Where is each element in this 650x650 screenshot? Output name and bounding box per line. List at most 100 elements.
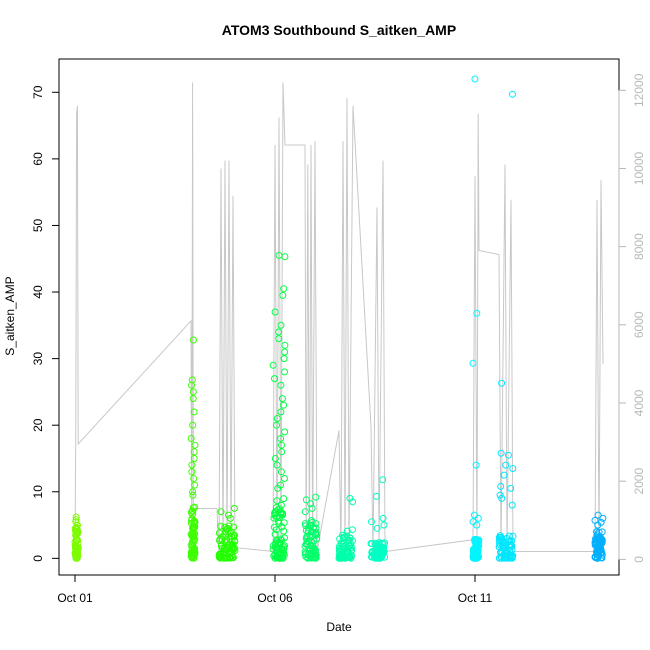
data-point [496, 532, 504, 540]
data-point [189, 507, 197, 515]
data-point [221, 546, 229, 554]
data-point [72, 518, 80, 526]
data-point [271, 551, 279, 559]
scatter-series-6 [367, 476, 389, 562]
data-point [598, 551, 606, 559]
data-point [349, 498, 357, 506]
data-point [188, 516, 195, 524]
y-tick-label: 20 [31, 418, 45, 432]
scatter-series-2 [215, 504, 239, 562]
data-point [368, 518, 375, 526]
data-point [230, 504, 238, 512]
y-tick-label: 70 [31, 85, 45, 99]
data-point [348, 537, 356, 545]
data-point [280, 285, 288, 293]
data-point [507, 484, 515, 492]
data-point [308, 504, 316, 512]
data-point [277, 408, 285, 416]
scatter-series [71, 75, 607, 562]
secondary-series-line [74, 82, 604, 556]
right-y-tick-label: 6000 [632, 311, 646, 338]
data-point [496, 491, 504, 499]
data-point [73, 545, 81, 553]
data-point [73, 528, 81, 536]
data-point [474, 514, 482, 522]
data-point [497, 449, 505, 457]
data-point [189, 421, 197, 429]
data-point [500, 471, 508, 479]
data-point [302, 496, 310, 504]
data-point [509, 465, 517, 472]
data-point [189, 395, 197, 403]
data-point [72, 536, 80, 544]
data-point [301, 548, 309, 556]
data-point [281, 341, 289, 349]
data-point [502, 461, 510, 469]
data-point [273, 552, 281, 560]
data-point [281, 534, 288, 542]
data-point [281, 428, 289, 436]
data-point [188, 376, 196, 384]
data-point [190, 336, 197, 344]
data-point [275, 335, 283, 343]
data-point [344, 549, 352, 556]
x-tick-label: Oct 06 [257, 591, 293, 605]
data-point [499, 543, 507, 551]
data-point [594, 521, 602, 529]
y-tick-label: 0 [31, 555, 45, 562]
right-y-tick-label: 4000 [632, 389, 646, 416]
data-point [503, 549, 511, 557]
data-point [280, 355, 288, 363]
data-point [278, 448, 286, 456]
scatter-series-0 [71, 513, 82, 562]
data-point [307, 500, 315, 508]
data-point [470, 554, 478, 561]
data-point [277, 508, 285, 516]
data-point [271, 530, 279, 538]
x-tick-label: Oct 11 [458, 591, 493, 605]
data-point [220, 554, 228, 562]
data-point [271, 511, 279, 519]
x-axis-label: Date [326, 620, 352, 634]
data-point [188, 381, 195, 389]
y-axis: 0 10 20 30 40 50 60 70 [31, 85, 60, 562]
data-point [277, 381, 285, 389]
data-point [281, 348, 289, 356]
data-point [312, 493, 320, 501]
data-point [309, 554, 317, 562]
data-point [224, 554, 232, 562]
data-point [215, 550, 223, 558]
data-point [596, 545, 604, 553]
x-axis: Oct 01 Oct 06 Oct 11 [57, 574, 493, 605]
data-point [274, 540, 282, 548]
data-point [190, 537, 198, 545]
data-point [190, 533, 197, 541]
data-point [277, 435, 285, 442]
data-point [379, 514, 387, 522]
data-point [216, 551, 224, 559]
data-point [278, 395, 286, 403]
y-axis-label: S_aitken_AMP [3, 276, 17, 355]
data-point [220, 544, 228, 552]
data-point [277, 321, 285, 329]
secondary-line-series [74, 82, 604, 556]
data-point [380, 521, 388, 529]
data-point [187, 435, 195, 442]
data-point [473, 554, 481, 562]
data-point [281, 368, 288, 376]
data-point [73, 525, 81, 533]
y-tick-label: 10 [31, 485, 45, 499]
data-point [343, 553, 351, 561]
data-point [272, 526, 280, 534]
data-point [471, 75, 479, 83]
y-tick-label: 30 [31, 352, 45, 366]
data-point [216, 554, 224, 562]
data-point [271, 375, 278, 383]
data-point [189, 388, 197, 396]
data-point [279, 291, 287, 299]
data-point [273, 497, 281, 505]
data-point [272, 507, 280, 515]
data-point [498, 494, 506, 502]
data-point [469, 359, 477, 367]
data-point [281, 253, 289, 261]
